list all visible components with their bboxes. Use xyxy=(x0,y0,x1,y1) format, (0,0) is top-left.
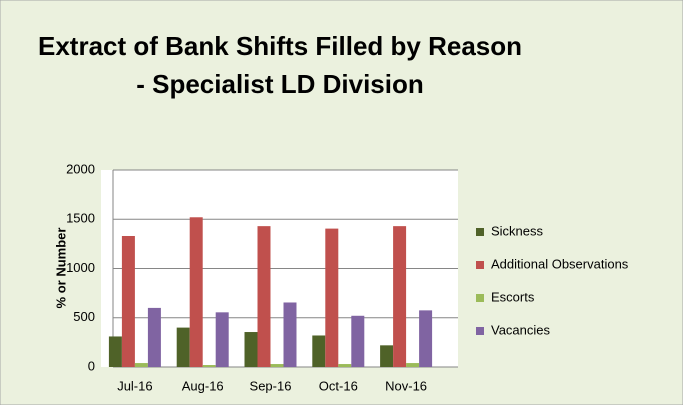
legend-label: Sickness xyxy=(491,223,544,238)
bar xyxy=(244,332,258,367)
x-tick-label: Nov-16 xyxy=(385,378,427,393)
legend-label: Vacancies xyxy=(491,322,551,337)
y-tick-label: 1500 xyxy=(66,211,95,226)
y-tick-label: 2000 xyxy=(66,161,95,176)
chart-title: Extract of Bank Shifts Filled by Reason xyxy=(38,31,522,61)
bar xyxy=(312,335,326,367)
bar xyxy=(338,364,352,367)
bar xyxy=(134,363,148,367)
bar xyxy=(176,327,190,367)
bar xyxy=(215,312,229,367)
bar xyxy=(325,228,339,367)
x-tick-label: Jul-16 xyxy=(117,378,152,393)
legend-swatch xyxy=(476,228,484,236)
legend-swatch xyxy=(476,327,484,335)
bar xyxy=(108,336,122,367)
y-tick-label: 500 xyxy=(73,309,95,324)
bar xyxy=(270,364,284,367)
y-tick-label: 1000 xyxy=(66,260,95,275)
bar xyxy=(147,307,161,367)
bar xyxy=(257,226,271,367)
y-tick-label: 0 xyxy=(88,358,95,373)
bar xyxy=(406,363,420,367)
y-axis-label: % or Number xyxy=(53,228,68,309)
legend-label: Escorts xyxy=(491,289,535,304)
bar xyxy=(351,315,365,367)
bar xyxy=(283,302,297,367)
bar xyxy=(393,226,407,367)
bar xyxy=(419,310,433,367)
bar xyxy=(189,217,203,367)
bar xyxy=(121,235,135,367)
legend-swatch xyxy=(476,261,484,269)
chart-title: - Specialist LD Division xyxy=(136,69,424,99)
bar xyxy=(380,345,394,367)
x-tick-label: Aug-16 xyxy=(182,378,224,393)
legend-label: Additional Observations xyxy=(491,256,629,271)
bar xyxy=(202,365,216,367)
x-tick-label: Sep-16 xyxy=(250,378,292,393)
legend-swatch xyxy=(476,294,484,302)
x-tick-label: Oct-16 xyxy=(319,378,358,393)
